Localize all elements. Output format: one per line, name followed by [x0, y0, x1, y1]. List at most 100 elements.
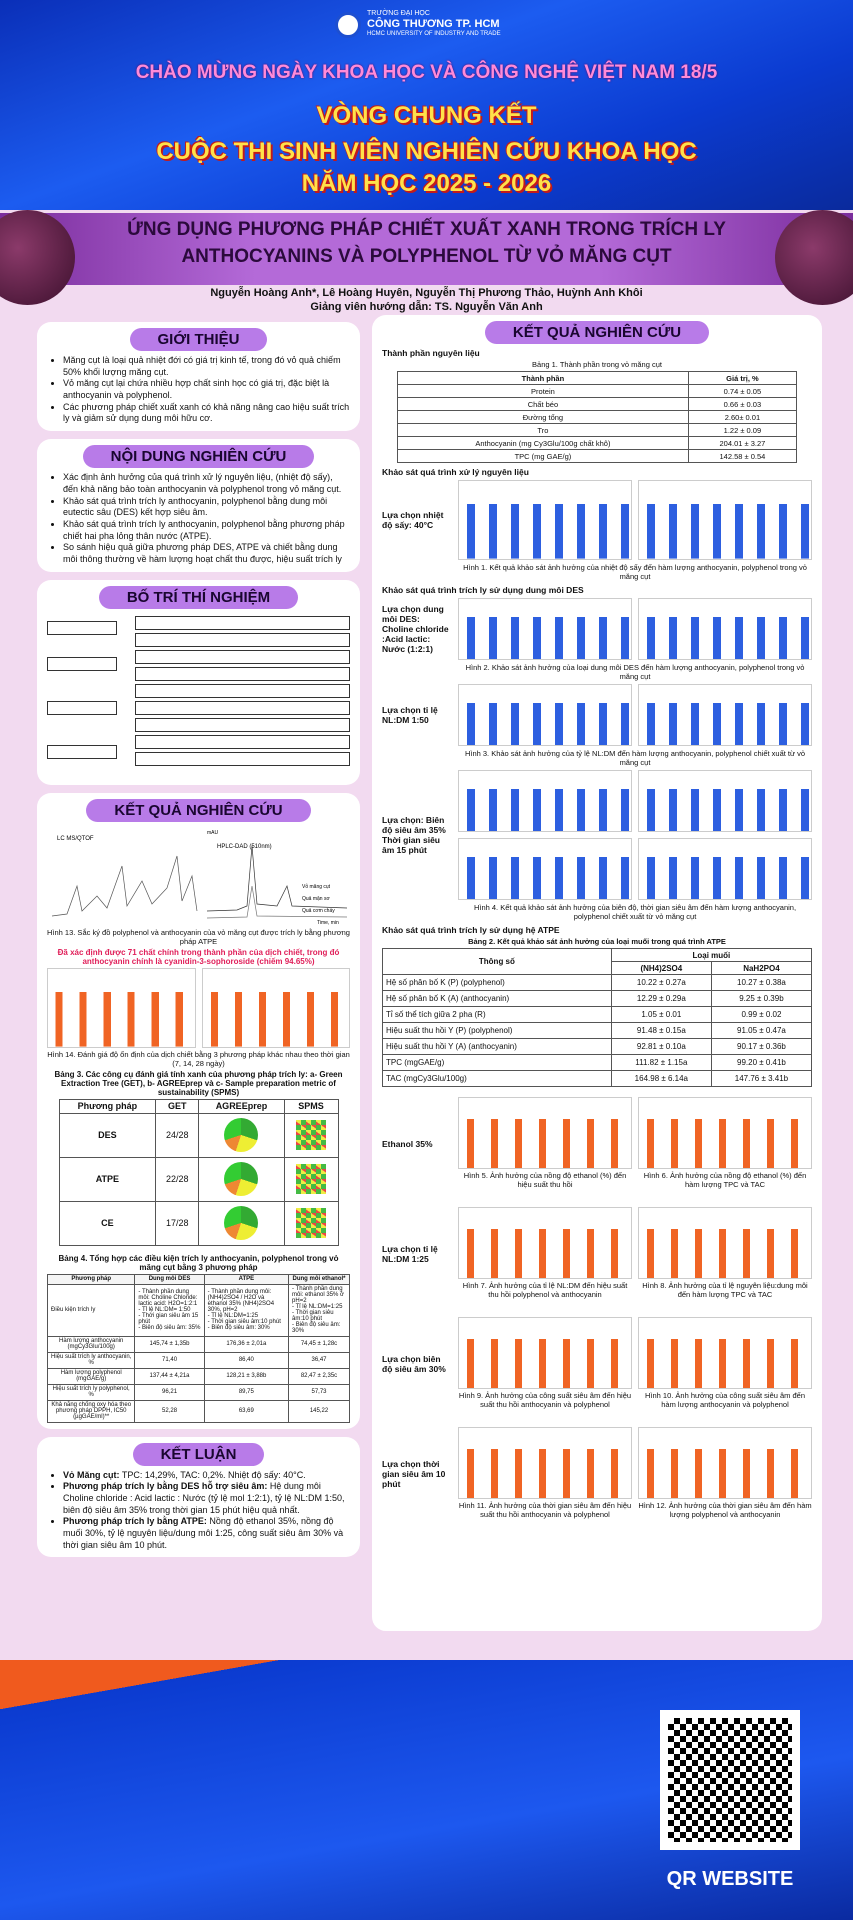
figure-image [638, 1097, 812, 1169]
table-cell: 63,69 [203, 1399, 290, 1423]
table-cell: 89,75 [203, 1383, 290, 1401]
list-item: Các phương pháp chiết xuất xanh có khả n… [63, 402, 350, 425]
figure-row: Lựa chọn nhiệt độ sấy: 40°C [382, 479, 812, 561]
figure-cell: Hình 9. Ảnh hưởng của công suất siêu âm … [458, 1317, 632, 1411]
table-cell: 137,44 ± 4,21a [134, 1367, 205, 1385]
figure-image [638, 770, 812, 832]
caption: Hình 12. Ảnh hưởng của thời gian siêu âm… [638, 1501, 812, 1519]
results-right: KẾT QUẢ NGHIÊN CỨU Thành phần nguyên liệ… [372, 315, 822, 1631]
table-header-row: Phương pháp GET AGREEprep SPMS [58, 1098, 339, 1114]
figure-image [638, 1427, 812, 1499]
table-row: Tỉ số thể tích giữa 2 pha (R) 1.05 ± 0.01… [382, 1006, 813, 1023]
table-cell: 9.25 ± 0.39b [710, 990, 813, 1007]
year: NĂM HỌC 2025 - 2026 [301, 170, 552, 197]
figure-pair [458, 684, 812, 746]
table-cell: Protein [397, 384, 689, 398]
caption: Hình 2. Khảo sát ảnh hưởng của loại dung… [465, 663, 805, 681]
table-cell: 2.60± 0.01 [687, 410, 798, 424]
spms-pictogram [283, 1112, 339, 1158]
results-left: KẾT QUẢ NGHIÊN CỨU LC MS/QTOF HPLC-DAD (… [37, 792, 360, 1429]
stability-charts [47, 967, 350, 1048]
item-lead: Phương pháp trích ly bằng DES hỗ trợ siê… [63, 1481, 268, 1492]
figure-pair [458, 598, 812, 660]
caption: Hình 10. Ảnh hưởng của công suất siêu âm… [644, 1391, 806, 1409]
figure-row: Lựa chọn tỉ lệ NL:DM 1:50 [382, 683, 812, 747]
table-cell: 147.76 ± 3.41b [710, 1070, 813, 1087]
table-title: Bảng 3. Các công cụ đánh giá tính xanh c… [54, 1069, 343, 1097]
header-cell: Thành phần [397, 371, 689, 385]
celebration: CHÀO MỪNG NGÀY KHOA HỌC VÀ CÔNG NGHỆ VIỆ… [135, 62, 718, 83]
table-row: TPC (mg GAE/g) 142.58 ± 0.54 [397, 449, 798, 463]
caption: Hình 1. Kết quả khảo sát ảnh hưởng của n… [463, 563, 807, 581]
figure-image [458, 1207, 632, 1279]
item-lead: Phương pháp trích ly bằng ATPE: [63, 1516, 207, 1527]
list-item: So sánh hiệu quả giữa phương pháp DES, A… [63, 542, 350, 565]
item-lead: Vỏ Măng cụt: [63, 1469, 120, 1480]
header-cell: Giá trị, % [687, 371, 798, 385]
table-cell: Chất béo [397, 397, 689, 411]
table-cell: 128,21 ± 3,88b [203, 1367, 290, 1385]
list-item: Phương pháp trích ly bằng ATPE: Nồng độ … [63, 1516, 350, 1551]
figure-pair [458, 770, 812, 900]
table-cell: 0.99 ± 0.02 [710, 1006, 813, 1023]
table-row: Khả năng chống oxy hóa theo phương pháp … [46, 1399, 350, 1423]
table-cell: 90.17 ± 0.36b [710, 1038, 813, 1055]
list-item: Xác định ảnh hưởng của quá trình xử lý n… [63, 472, 350, 495]
table-header-row: Phương pháp Dung môi DES ATPE Dung môi etha… [46, 1273, 350, 1285]
section-heading: BỐ TRÍ THÍ NGHIỆM [98, 585, 299, 609]
figure-label: Lựa chọn biên độ siêu âm 30% [382, 1354, 446, 1374]
item-text: Hệ dung môi Choline chloride : Acid lact… [63, 1481, 345, 1515]
table-cell: Khả năng chống oxy hóa theo phương pháp … [46, 1399, 136, 1423]
table-cell: ATPE [58, 1156, 157, 1202]
table-header-row: Thành phần Giá trị, % [397, 371, 798, 385]
content-list: Xác định ảnh hưởng của quá trình xử lý n… [47, 472, 350, 566]
spms-pictogram [283, 1156, 339, 1202]
table-row: Hiệu suất trích ly anthocyanin, % 71,40 86… [46, 1351, 350, 1369]
caption: Hình 4. Kết quả khảo sát ảnh hưởng của b… [473, 903, 797, 921]
table-cell: Hiệu suất thu hồi Y (A) (anthocyanin) [382, 1038, 612, 1055]
figure-cell: Hình 6. Ảnh hưởng của nồng độ ethanol (%… [638, 1097, 812, 1191]
caption: Hình 13. Sắc ký đồ polyphenol và anthocy… [47, 927, 350, 946]
figure-pair: Hình 11. Ảnh hưởng của thời gian siêu âm… [458, 1427, 812, 1521]
agreeprep-pictogram [198, 1200, 285, 1246]
table-row: TAC (mgCy3Glu/100g) 164.98 ± 6.14a 147.76 … [382, 1070, 813, 1087]
figure-image [458, 684, 632, 746]
qr-label: QR WEBSITE [666, 1868, 794, 1890]
chart-label: Vỏ măng cụt [302, 883, 331, 890]
figure-image [458, 1427, 632, 1499]
qr-code[interactable] [660, 1710, 800, 1850]
table-title: Bảng 4. Tổng hợp các điều kiện trích ly … [58, 1253, 339, 1272]
salt-table: Thông số Loại muối (NH4)2SO4 NaH2PO4 Hệ số p… [382, 948, 813, 1087]
list-item: Vỏ măng cụt lại chứa nhiều hợp chất sinh… [63, 378, 350, 401]
table-cell: Đường tổng [397, 410, 689, 424]
fruit-image [0, 210, 75, 305]
table-cell: 82,47 ± 2,35c [288, 1367, 350, 1385]
table-cell: TAC (mgCy3Glu/100g) [382, 1070, 612, 1087]
subsection-title: Thành phần nguyên liệu [382, 348, 480, 358]
spms-pictogram [283, 1200, 339, 1246]
agreeprep-pictogram [198, 1156, 285, 1202]
list-item: Khảo sát quá trình trích ly anthocyanin,… [63, 496, 350, 519]
university-en: HCMC UNIVERSITY OF INDUSTRY AND TRADE [367, 30, 501, 37]
table-cell: - Thành phần dung môi: Choline Chloride:… [134, 1283, 205, 1337]
composition-table: Thành phần Giá trị, % Protein 0.74 ± 0.05 Ch… [397, 371, 798, 463]
caption: Hình 6. Ảnh hưởng của nồng độ ethanol (%… [643, 1171, 807, 1189]
table-row: CE 17/28 [58, 1200, 339, 1246]
table-cell: 10.22 ± 0.27a [610, 974, 712, 991]
table-cell: TPC (mg GAE/g) [397, 449, 689, 463]
table-cell: CE [58, 1200, 157, 1246]
header-cell: Phương pháp [46, 1273, 136, 1285]
table-cell: 22/28 [155, 1156, 200, 1202]
figure-cell: Hình 5. Ảnh hưởng của nồng độ ethanol (%… [458, 1097, 632, 1191]
section-heading: NỘI DUNG NGHIÊN CỨU [82, 445, 315, 469]
table-cell: Tỉ số thể tích giữa 2 pha (R) [382, 1006, 612, 1023]
list-item: Măng cụt là loại quả nhiệt đới có giá tr… [63, 355, 350, 378]
table-cell: 111.82 ± 1.15a [610, 1054, 712, 1071]
figure-cell: Hình 8. Ảnh hưởng của tỉ lệ nguyên liệu:… [638, 1207, 812, 1301]
table-cell: 145,22 [288, 1399, 350, 1423]
table-cell: Hàm lượng polyphenol (mgGAE/g) [46, 1367, 136, 1385]
section-heading: GIỚI THIỆU [129, 328, 268, 351]
table-cell: - Thành phần dung môi: (NH4)2SO4 / H2O v… [203, 1283, 290, 1337]
university-small: TRƯỜNG ĐẠI HỌC [367, 10, 430, 17]
section-heading: KẾT QUẢ NGHIÊN CỨU [86, 798, 311, 822]
